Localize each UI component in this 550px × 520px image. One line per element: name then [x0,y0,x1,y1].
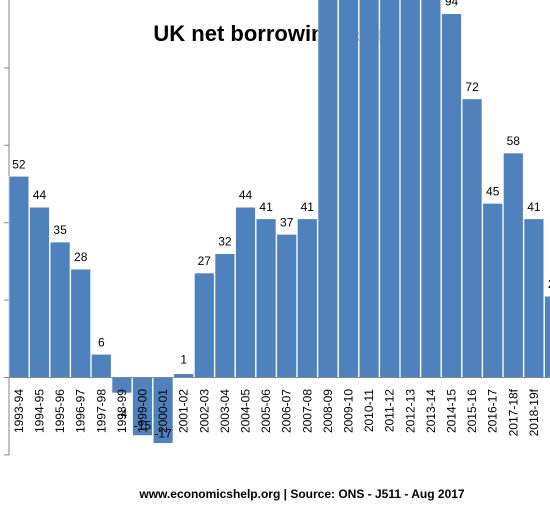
data-label: 52 [12,157,26,171]
source-note: www.economicshelp.org | Source: ONS - J5… [138,487,465,501]
data-label: 44 [239,188,253,202]
data-label: 32 [218,235,232,249]
bar [255,218,277,378]
bar [544,295,550,378]
x-tick-label: 2007-08 [300,389,314,433]
bar [461,98,483,378]
bar [503,152,524,378]
x-tick-label: 2016-17 [486,389,500,433]
data-labels: 524435286-4-15-1712732444137411111521361… [12,0,550,440]
bar [70,268,91,378]
x-tick-label: 2019-20f [548,388,550,436]
x-tick-label: 2009-10 [342,389,356,433]
data-label: 41 [259,200,273,214]
data-label: 35 [53,223,67,237]
bar [358,0,380,378]
data-label: -15 [134,419,152,433]
bar [235,206,256,378]
x-tick-label: 2005-06 [259,389,273,433]
x-tick-label: 2001-02 [177,389,191,433]
x-tick-label: 1995-96 [53,389,67,433]
data-label: 27 [198,254,212,268]
bar [482,203,503,378]
x-tick-label: 2014-15 [445,389,459,433]
data-label: 94 [445,0,459,9]
bar [91,353,112,378]
data-label: 37 [280,215,294,229]
x-tick-label: 2018-19f [527,388,541,436]
x-tick-label: 1993-94 [12,389,26,433]
bar [523,218,545,378]
bar [276,234,297,378]
data-label: 6 [98,335,105,349]
data-label: 72 [465,80,479,94]
data-label: 1 [180,353,187,367]
bar [379,0,400,378]
x-tick-labels: 1993-94 1994-95 1995-96 1996-97 1997-98 1998-… [12,388,550,436]
bar [297,218,318,378]
bar [338,0,359,378]
bar [8,175,30,378]
data-label: -4 [117,407,128,421]
bars [8,0,550,444]
x-tick-label: 2012-13 [403,389,417,433]
data-label: 21 [548,277,550,291]
x-tick-label: 1994-95 [33,389,47,433]
bar [317,0,339,378]
bar [29,206,50,378]
x-tick-label: 2013-14 [424,389,438,433]
bar [49,241,71,378]
bar [214,253,236,378]
data-label: 28 [74,250,88,264]
x-tick-label: 2017-18f [506,388,520,436]
x-tick-label: 2010-11 [362,389,376,432]
x-tick-label: 2015-16 [465,389,479,433]
x-tick-label: 1997-98 [94,389,108,433]
x-tick-label: 2003-04 [218,389,232,433]
x-tick-label: 2008-09 [321,389,335,433]
x-tick-label: 1996-97 [74,389,88,433]
x-tick-label: 2002-03 [197,389,211,433]
data-label: 44 [33,188,47,202]
y-axis [4,0,10,456]
x-tick-label: 1998-99 [115,389,129,433]
data-label: 41 [527,200,541,214]
bar [400,0,421,378]
bar [420,0,442,378]
data-label: 58 [507,134,521,148]
data-label: 45 [486,184,500,198]
data-label: -17 [154,426,172,440]
x-tick-label: 2000-01 [156,389,170,433]
x-tick-label: 1999-00 [136,389,150,433]
bar [441,13,462,378]
bar [194,272,215,378]
data-label: 41 [301,200,315,214]
x-tick-label: 2011-12 [383,389,397,432]
x-tick-label: 2006-07 [280,389,294,433]
x-tick-label: 2004-05 [239,389,253,433]
bar [173,373,194,378]
